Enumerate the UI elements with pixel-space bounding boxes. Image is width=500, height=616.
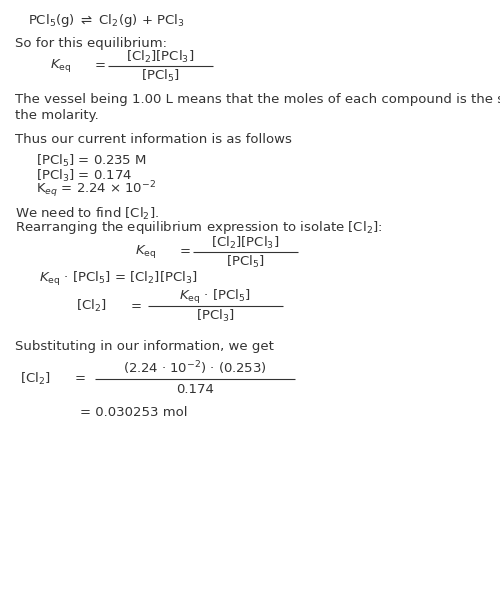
Text: [Cl$_2$][PCl$_3$]: [Cl$_2$][PCl$_3$]: [126, 49, 194, 65]
Text: Rearranging the equilibrium expression to isolate [Cl$_2$]:: Rearranging the equilibrium expression t…: [15, 219, 382, 237]
Text: = 0.030253 mol: = 0.030253 mol: [80, 406, 188, 419]
Text: =: =: [74, 372, 86, 386]
Text: $K_{\mathrm{eq}}$: $K_{\mathrm{eq}}$: [135, 243, 156, 261]
Text: The vessel being 1.00 L means that the moles of each compound is the same as: The vessel being 1.00 L means that the m…: [15, 93, 500, 107]
Text: [PCl$_3$]: [PCl$_3$]: [196, 308, 234, 324]
Text: [Cl$_2$]: [Cl$_2$]: [76, 298, 106, 314]
Text: PCl$_5$(g) $\rightleftharpoons$ Cl$_2$(g) + PCl$_3$: PCl$_5$(g) $\rightleftharpoons$ Cl$_2$(g…: [28, 12, 184, 29]
Text: (2.24 · 10$^{-2}$) · (0.253): (2.24 · 10$^{-2}$) · (0.253): [123, 360, 267, 377]
Text: 0.174: 0.174: [176, 383, 214, 396]
Text: the molarity.: the molarity.: [15, 108, 99, 122]
Text: $K_{\mathrm{eq}}$: $K_{\mathrm{eq}}$: [50, 57, 72, 75]
Text: So for this equilibrium:: So for this equilibrium:: [15, 36, 167, 50]
Text: [PCl$_5$]: [PCl$_5$]: [140, 68, 179, 84]
Text: [Cl$_2$][PCl$_3$]: [Cl$_2$][PCl$_3$]: [211, 235, 279, 251]
Text: =: =: [94, 59, 106, 73]
Text: We need to find [Cl$_2$].: We need to find [Cl$_2$].: [15, 206, 159, 222]
Text: [PCl$_3$] = 0.174: [PCl$_3$] = 0.174: [36, 168, 132, 184]
Text: $K_{\mathrm{eq}}$ · [PCl$_5$]: $K_{\mathrm{eq}}$ · [PCl$_5$]: [179, 288, 251, 306]
Text: [PCl$_5$] = 0.235 M: [PCl$_5$] = 0.235 M: [36, 153, 146, 169]
Text: K$_{eq}$ = 2.24 × 10$^{-2}$: K$_{eq}$ = 2.24 × 10$^{-2}$: [36, 179, 156, 200]
Text: [Cl$_2$]: [Cl$_2$]: [20, 371, 50, 387]
Text: =: =: [130, 299, 141, 313]
Text: =: =: [180, 245, 190, 259]
Text: Substituting in our information, we get: Substituting in our information, we get: [15, 339, 274, 353]
Text: $K_{\mathrm{eq}}$ · [PCl$_5$] = [Cl$_2$][PCl$_3$]: $K_{\mathrm{eq}}$ · [PCl$_5$] = [Cl$_2$]…: [39, 270, 198, 288]
Text: [PCl$_5$]: [PCl$_5$]: [226, 254, 264, 270]
Text: Thus our current information is as follows: Thus our current information is as follo…: [15, 132, 292, 146]
